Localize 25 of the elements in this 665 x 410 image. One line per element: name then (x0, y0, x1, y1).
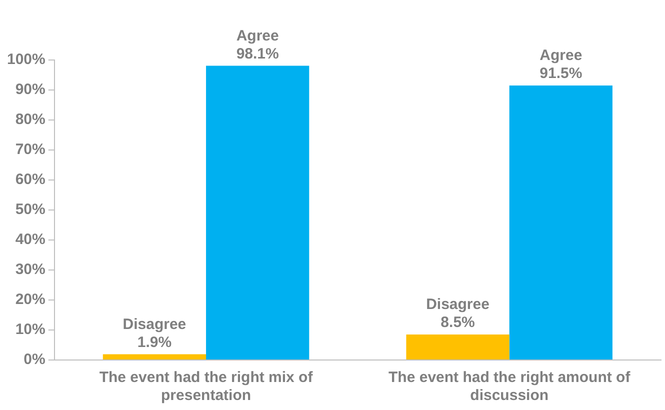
y-tick-label: 90% (15, 81, 46, 98)
y-tick-label: 30% (15, 261, 46, 278)
data-label: 1.9% (137, 334, 172, 351)
bar (206, 66, 310, 360)
y-tick-label: 20% (15, 291, 46, 308)
y-tick-label: 70% (15, 141, 46, 158)
series-label: Disagree (122, 316, 186, 333)
y-tick-label: 0% (24, 351, 46, 368)
bar (406, 334, 510, 360)
y-tick-label: 50% (15, 201, 46, 218)
bar (102, 354, 206, 360)
data-label: 98.1% (236, 45, 279, 62)
bar (509, 86, 612, 360)
data-label: 91.5% (540, 65, 582, 82)
x-tick-label: The event had the right mix of presentation (99, 369, 314, 404)
x-tick-label: The event had the right amount of discussion (388, 369, 632, 404)
data-label: 8.5% (440, 314, 475, 332)
text: Disagree (426, 296, 490, 314)
y-tick-label: 60% (15, 171, 46, 188)
series-label: Agree (236, 27, 279, 44)
y-tick-label: 100% (6, 51, 46, 68)
text: Agree (540, 47, 582, 64)
y-tick-label: 10% (15, 321, 46, 338)
y-tick-label: 40% (15, 231, 46, 248)
y-tick-label: 80% (15, 111, 46, 128)
